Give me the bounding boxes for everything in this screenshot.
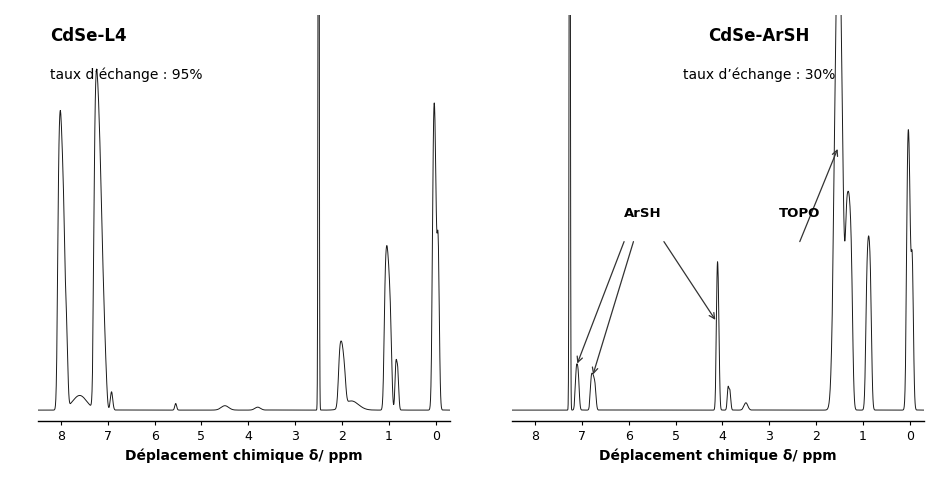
Text: taux d’échange : 95%: taux d’échange : 95% xyxy=(50,67,203,82)
Text: TOPO: TOPO xyxy=(779,207,821,220)
Text: CdSe-L4: CdSe-L4 xyxy=(50,27,127,45)
Text: CdSe-ArSH: CdSe-ArSH xyxy=(708,27,809,45)
X-axis label: Déplacement chimique δ/ ppm: Déplacement chimique δ/ ppm xyxy=(125,449,362,463)
X-axis label: Déplacement chimique δ/ ppm: Déplacement chimique δ/ ppm xyxy=(599,449,837,463)
Text: taux d’échange : 30%: taux d’échange : 30% xyxy=(683,67,835,82)
Text: ArSH: ArSH xyxy=(624,207,661,220)
